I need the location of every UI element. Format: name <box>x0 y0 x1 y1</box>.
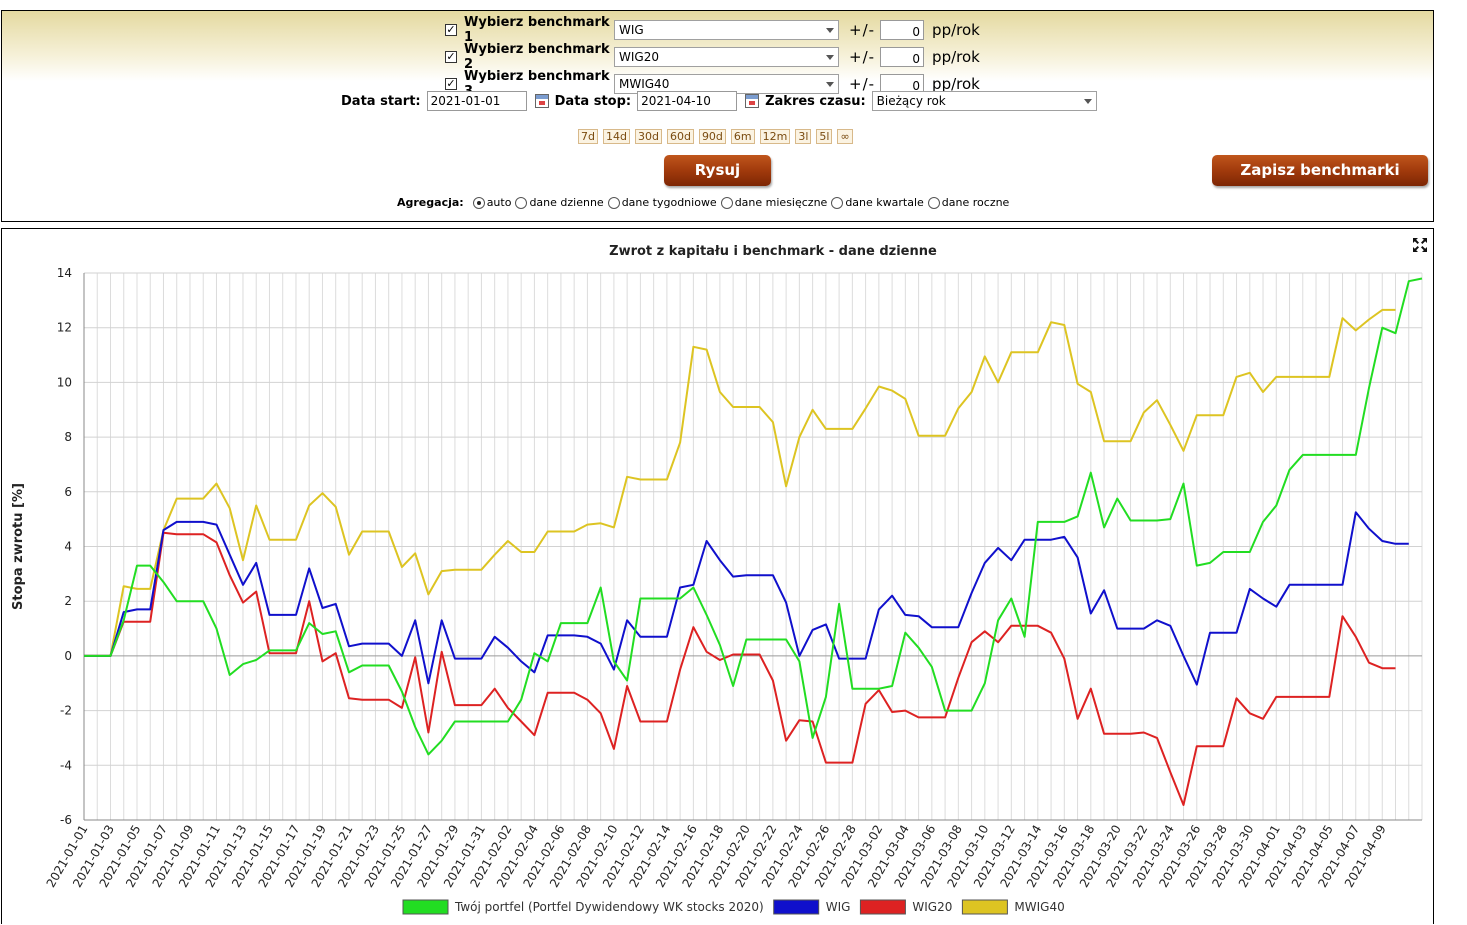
quick-range-12m[interactable]: 12m <box>759 129 791 144</box>
legend-label: WIG <box>826 900 851 914</box>
plus-minus-label: +/- <box>849 21 876 39</box>
quick-range-30d[interactable]: 30d <box>634 129 662 144</box>
unit-label: pp/rok <box>932 21 980 39</box>
aggregation-label: Agregacja: <box>397 196 464 209</box>
plus-minus-label: +/- <box>849 48 876 66</box>
stop-date-label: Data stop: <box>554 93 632 109</box>
benchmark-2-value: WIG20 <box>619 50 659 64</box>
legend-label: MWIG40 <box>1014 900 1064 914</box>
quick-range-90d[interactable]: 90d <box>698 129 726 144</box>
benchmark-1-checkbox[interactable]: ✓ <box>445 23 457 36</box>
benchmark-row-3: ✓ Wybierz benchmark 3 MWIG40 +/- 0 pp/ro… <box>445 69 980 99</box>
legend-label: Twój portfel (Portfel Dywidendowy WK sto… <box>454 900 764 914</box>
start-date-input[interactable]: 2021-01-01 <box>426 91 527 111</box>
aggregation-radio-auto[interactable] <box>472 196 485 209</box>
legend-swatch <box>859 899 906 915</box>
time-range-select[interactable]: Bieżący rok <box>871 91 1097 111</box>
chevron-down-icon <box>1083 99 1092 104</box>
aggregation-option-label: dane tygodniowe <box>621 196 717 209</box>
benchmark-1-value: WIG <box>619 23 644 37</box>
start-date-label: Data start: <box>341 93 421 109</box>
quick-range-14d[interactable]: 14d <box>602 129 630 144</box>
quick-range-buttons: 7d 14d 30d 60d 90d 6m 12m 3l 5l ∞ <box>578 129 853 144</box>
chart-container: -6 -4 -2 0 2 4 6 8 10 12 14 2021-01-01 2021-01-03 202… <box>1 228 1434 924</box>
aggregation-options: Agregacja: auto dane dzienne dane tygodn… <box>397 196 1009 209</box>
benchmark-2-offset-input[interactable]: 0 <box>880 47 925 67</box>
aggregation-radio-weekly[interactable] <box>607 196 620 209</box>
quick-range-60d[interactable]: 60d <box>666 129 694 144</box>
y-tick-label: 0 <box>64 649 72 663</box>
chevron-down-icon <box>826 55 834 60</box>
chevron-down-icon <box>826 82 834 87</box>
y-tick-label: 14 <box>57 266 72 280</box>
aggregation-option-label: dane miesięczne <box>734 196 828 209</box>
legend-swatch <box>773 899 820 915</box>
series-line-1 <box>84 277 1423 756</box>
y-axis-label: Stopa zwrotu [%] <box>11 483 26 610</box>
y-tick-label: 12 <box>57 321 72 335</box>
time-range-label: Zakres czasu: <box>765 93 866 109</box>
benchmark-2-checkbox[interactable]: ✓ <box>445 50 457 63</box>
series-line-2 <box>84 511 1409 686</box>
benchmark-2-select[interactable]: WIG20 <box>614 47 839 67</box>
y-tick-label: -4 <box>60 758 72 772</box>
benchmark-settings-panel <box>1 10 1434 222</box>
legend-swatch <box>961 899 1008 915</box>
benchmark-3-select[interactable]: MWIG40 <box>614 74 839 94</box>
benchmark-2-label: Wybierz benchmark 2 <box>464 42 610 72</box>
aggregation-option-label: auto <box>486 196 512 209</box>
legend-label: WIG20 <box>912 900 952 914</box>
return-chart: -6-4-2024681012142021-01-012021-01-03202… <box>11 244 1423 915</box>
benchmark-1-select[interactable]: WIG <box>614 20 839 40</box>
y-tick-label: -6 <box>60 813 72 827</box>
benchmark-1-label: Wybierz benchmark 1 <box>464 15 610 45</box>
benchmark-row-2: ✓ Wybierz benchmark 2 WIG20 +/- 0 pp/rok <box>445 42 980 72</box>
stop-date-input[interactable]: 2021-04-10 <box>637 91 738 111</box>
unit-label: pp/rok <box>932 75 980 93</box>
quick-range-5l[interactable]: 5l <box>816 129 833 144</box>
unit-label: pp/rok <box>932 48 980 66</box>
y-tick-label: 4 <box>64 540 72 554</box>
plus-minus-label: +/- <box>849 75 876 93</box>
aggregation-option-label: dane roczne <box>941 196 1010 209</box>
legend-swatch <box>402 899 449 915</box>
aggregation-radio-yearly[interactable] <box>927 196 940 209</box>
chart-title: Zwrot z kapitału i benchmark - dane dzie… <box>609 244 937 259</box>
draw-button[interactable]: Rysuj <box>664 155 771 186</box>
aggregation-option-label: dane kwartale <box>845 196 924 209</box>
benchmark-3-value: MWIG40 <box>619 77 670 91</box>
y-tick-label: -2 <box>60 704 72 718</box>
y-tick-label: 2 <box>64 594 72 608</box>
y-tick-label: 8 <box>64 430 72 444</box>
series-line-3 <box>84 531 1396 806</box>
quick-range-3l[interactable]: 3l <box>795 129 812 144</box>
aggregation-radio-daily[interactable] <box>515 196 528 209</box>
calendar-icon[interactable] <box>745 94 760 108</box>
y-tick-label: 6 <box>64 485 72 499</box>
chevron-down-icon <box>826 28 834 33</box>
calendar-icon[interactable] <box>534 94 549 108</box>
aggregation-option-label: dane dzienne <box>529 196 604 209</box>
benchmark-3-checkbox[interactable]: ✓ <box>445 77 457 90</box>
benchmark-1-offset-input[interactable]: 0 <box>880 20 925 40</box>
fullscreen-icon[interactable] <box>1412 237 1428 253</box>
time-range-value: Bieżący rok <box>876 94 946 108</box>
quick-range-6m[interactable]: 6m <box>730 129 755 144</box>
quick-range-7d[interactable]: 7d <box>578 129 598 144</box>
benchmark-row-1: ✓ Wybierz benchmark 1 WIG +/- 0 pp/rok <box>445 15 980 45</box>
quick-range-all[interactable]: ∞ <box>837 129 853 144</box>
save-benchmarks-button[interactable]: Zapisz benchmarki <box>1212 155 1428 186</box>
aggregation-radio-monthly[interactable] <box>720 196 733 209</box>
series-line-4 <box>84 308 1396 657</box>
date-range-row: Data start: 2021-01-01 Data stop: 2021-0… <box>341 89 1097 113</box>
y-tick-label: 10 <box>57 375 72 389</box>
aggregation-radio-quarterly[interactable] <box>831 196 844 209</box>
